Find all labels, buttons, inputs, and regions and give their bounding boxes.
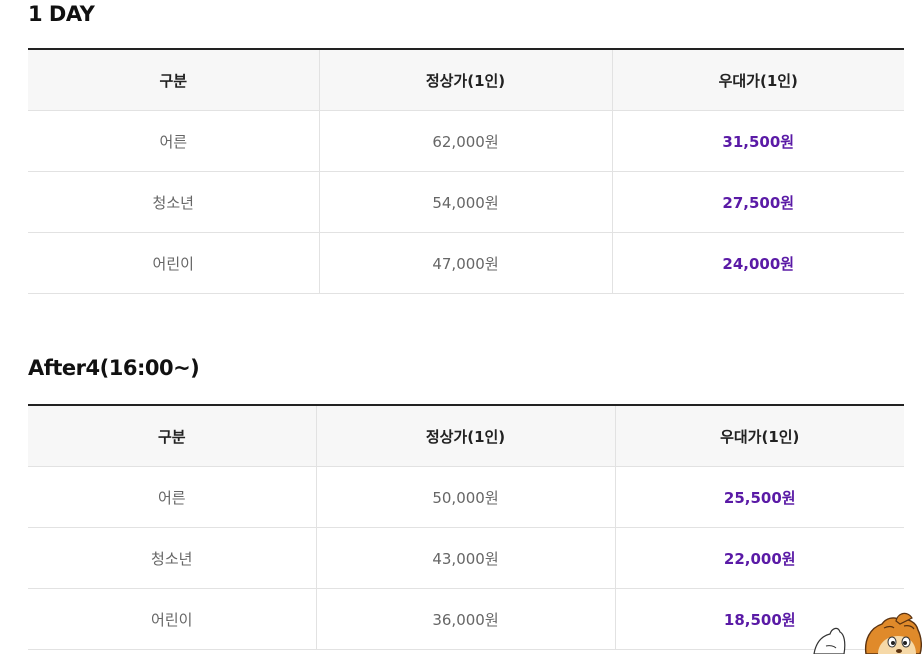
regular-price-cell: 43,000원 [315, 527, 615, 589]
discount-price-cell: 24,000원 [611, 232, 904, 294]
table-row: 어린이 36,000원 18,500원 [28, 588, 904, 650]
price-table-after4: 구분 정상가(1인) 우대가(1인) 어른 50,000원 25,500원 청소… [28, 404, 904, 650]
table-row: 어린이 47,000원 24,000원 [28, 232, 904, 294]
header-regular-price: 정상가(1인) [315, 405, 615, 467]
cartoon-mascot-icon [813, 612, 922, 654]
category-cell: 어른 [28, 466, 316, 528]
regular-price-cell: 50,000원 [315, 466, 615, 528]
header-category: 구분 [28, 405, 316, 467]
regular-price-cell: 36,000원 [315, 588, 615, 650]
table-row: 청소년 54,000원 27,500원 [28, 171, 904, 233]
category-cell: 청소년 [28, 171, 319, 233]
header-regular-price: 정상가(1인) [318, 49, 612, 111]
header-discount-price: 우대가(1인) [614, 405, 904, 467]
table-header-row: 구분 정상가(1인) 우대가(1인) [28, 405, 904, 467]
price-table-1day: 구분 정상가(1인) 우대가(1인) 어른 62,000원 31,500원 청소… [28, 48, 904, 294]
category-cell: 어린이 [28, 588, 316, 650]
category-cell: 어린이 [28, 232, 319, 294]
discount-price-cell: 22,000원 [614, 527, 904, 589]
table-header-row: 구분 정상가(1인) 우대가(1인) [28, 49, 904, 111]
discount-price-cell: 31,500원 [611, 110, 904, 172]
section-title-after4: After4(16:00~) [28, 356, 200, 380]
regular-price-cell: 47,000원 [318, 232, 612, 294]
table-row: 청소년 43,000원 22,000원 [28, 527, 904, 589]
discount-price-cell: 18,500원 [614, 588, 904, 650]
table-row: 어른 62,000원 31,500원 [28, 110, 904, 172]
category-cell: 어른 [28, 110, 319, 172]
table-row: 어른 50,000원 25,500원 [28, 466, 904, 528]
discount-price-cell: 25,500원 [614, 466, 904, 528]
discount-price-cell: 27,500원 [611, 171, 904, 233]
regular-price-cell: 62,000원 [318, 110, 612, 172]
header-category: 구분 [28, 49, 319, 111]
regular-price-cell: 54,000원 [318, 171, 612, 233]
header-discount-price: 우대가(1인) [611, 49, 904, 111]
section-title-1day: 1 DAY [28, 2, 95, 26]
category-cell: 청소년 [28, 527, 316, 589]
